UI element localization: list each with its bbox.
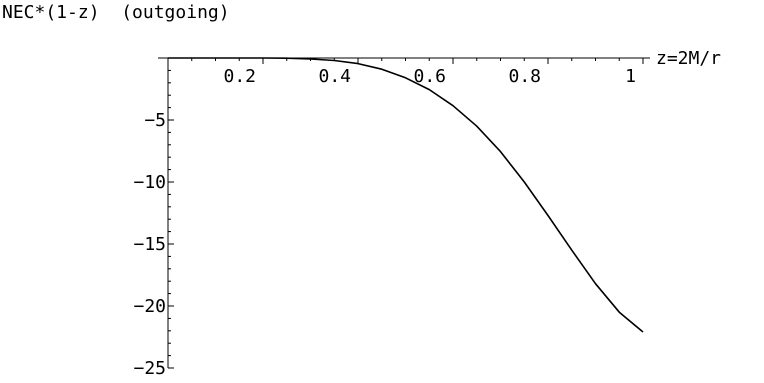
chart-title: NEC*(1-z) (outgoing)	[2, 2, 230, 23]
axes	[158, 57, 650, 369]
y-tick-label: −10	[133, 172, 166, 193]
y-tick-label: −25	[133, 358, 166, 379]
x-tick-label: 0.8	[508, 66, 541, 87]
x-tick-label: 0.2	[223, 66, 256, 87]
tick-labels: 0.2 0.4 0.6 0.8 1 −5 −10 −15 −20 −25 z=2M/r	[133, 48, 721, 379]
x-tick-label: 0.6	[413, 66, 446, 87]
x-axis-label: z=2M/r	[656, 48, 721, 69]
y-tick-label: −20	[133, 296, 166, 317]
plot-area	[168, 57, 644, 333]
x-tick-label: 1	[625, 66, 636, 87]
y-tick-label: −5	[144, 110, 166, 131]
y-tick-label: −15	[133, 234, 166, 255]
x-tick-label: 0.4	[318, 66, 351, 87]
series-line	[168, 57, 644, 333]
